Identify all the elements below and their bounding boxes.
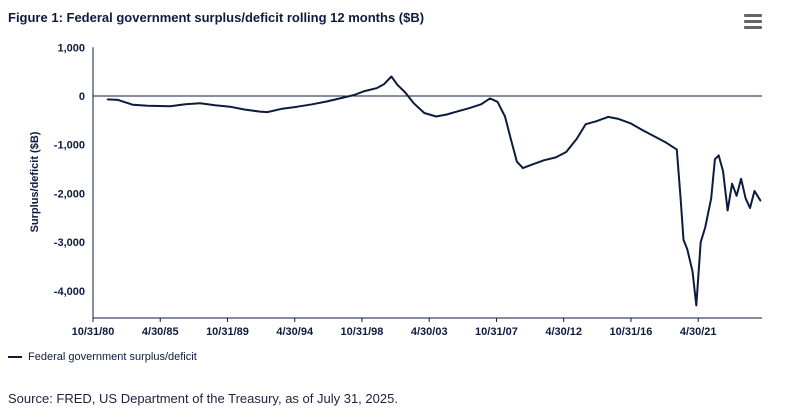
data-point <box>676 148 678 151</box>
y-tick-label: -2,000 <box>54 188 85 200</box>
data-point <box>740 177 742 180</box>
data-point <box>691 270 694 273</box>
chart-title: Figure 1: Federal government surplus/def… <box>8 10 425 25</box>
data-point <box>704 226 707 229</box>
data-point <box>665 141 668 144</box>
x-tick-label: 10/31/07 <box>475 326 518 338</box>
x-tick-label: 4/30/94 <box>276 326 314 338</box>
data-point <box>617 118 620 120</box>
data-point <box>326 100 328 103</box>
data-point <box>353 94 355 96</box>
data-point <box>106 98 109 101</box>
series-line <box>107 75 762 307</box>
data-point <box>749 207 751 209</box>
y-axis-label: Surplus/deficit ($B) <box>29 131 41 232</box>
y-tick-label: 0 <box>79 91 85 103</box>
data-point <box>390 75 393 78</box>
x-tick-label: 4/30/85 <box>142 326 179 338</box>
legend[interactable]: Federal government surplus/deficit <box>8 351 197 363</box>
data-point <box>504 115 506 118</box>
data-point <box>266 111 269 113</box>
data-point <box>383 83 385 86</box>
data-point <box>311 103 314 106</box>
data-point <box>679 197 682 200</box>
data-point <box>296 105 299 108</box>
data-point <box>522 167 524 169</box>
data-point <box>731 182 733 185</box>
data-point <box>722 170 724 173</box>
data-point <box>595 120 597 123</box>
data-point <box>710 197 712 200</box>
data-point <box>726 209 729 212</box>
data-point <box>281 107 284 110</box>
data-point <box>341 97 343 99</box>
data-point <box>584 123 587 126</box>
data-point <box>516 160 518 163</box>
legend-label: Federal government surplus/deficit <box>28 351 197 363</box>
data-point <box>554 156 557 159</box>
data-point <box>653 135 656 138</box>
x-tick-label: 10/31/98 <box>341 326 384 338</box>
data-point <box>753 190 756 192</box>
data-point <box>423 112 426 114</box>
data-point <box>565 151 568 153</box>
data-point <box>244 108 246 111</box>
y-tick-label: -3,000 <box>54 237 85 249</box>
data-point <box>199 102 201 105</box>
data-point <box>717 154 720 157</box>
data-point <box>117 99 119 101</box>
data-point <box>629 122 632 125</box>
x-tick-label: 10/31/16 <box>610 326 653 338</box>
data-point <box>214 104 216 107</box>
data-point <box>229 105 231 108</box>
data-point <box>489 97 491 100</box>
data-point <box>445 113 448 116</box>
data-point <box>695 304 698 307</box>
data-point <box>735 195 738 197</box>
data-point <box>435 115 438 118</box>
y-tick-label: -1,000 <box>54 140 85 152</box>
y-tick-label: -4,000 <box>54 286 85 298</box>
data-point <box>686 248 689 251</box>
data-point <box>396 83 399 86</box>
x-tick-label: 10/31/80 <box>72 326 115 338</box>
data-point <box>575 138 578 140</box>
data-point <box>184 103 186 106</box>
data-point <box>132 103 134 106</box>
legend-swatch <box>8 356 22 358</box>
x-tick-label: 4/30/21 <box>680 326 717 338</box>
data-point <box>699 241 702 243</box>
data-point <box>404 91 406 93</box>
hamburger-menu-icon[interactable] <box>744 14 762 30</box>
x-tick-label: 4/30/12 <box>545 326 582 338</box>
data-point <box>147 104 149 107</box>
data-point <box>607 116 609 118</box>
data-point <box>480 103 482 106</box>
data-point <box>543 159 545 162</box>
data-point <box>413 102 415 105</box>
data-point <box>744 197 747 200</box>
data-point <box>641 129 644 131</box>
source-note: Source: FRED, US Department of the Treas… <box>8 391 398 406</box>
data-point <box>496 101 499 103</box>
data-point <box>375 87 378 90</box>
data-point <box>529 164 532 166</box>
data-point <box>169 105 172 108</box>
x-tick-label: 10/31/89 <box>206 326 249 338</box>
data-point <box>714 158 716 161</box>
data-point <box>363 90 366 92</box>
data-point <box>682 238 685 241</box>
data-point <box>510 139 512 141</box>
x-tick-label: 4/30/03 <box>411 326 448 338</box>
data-point <box>259 110 261 113</box>
data-point <box>468 107 470 109</box>
data-point <box>759 199 762 202</box>
data-point <box>457 110 460 112</box>
y-tick-label: 1,000 <box>57 42 85 54</box>
